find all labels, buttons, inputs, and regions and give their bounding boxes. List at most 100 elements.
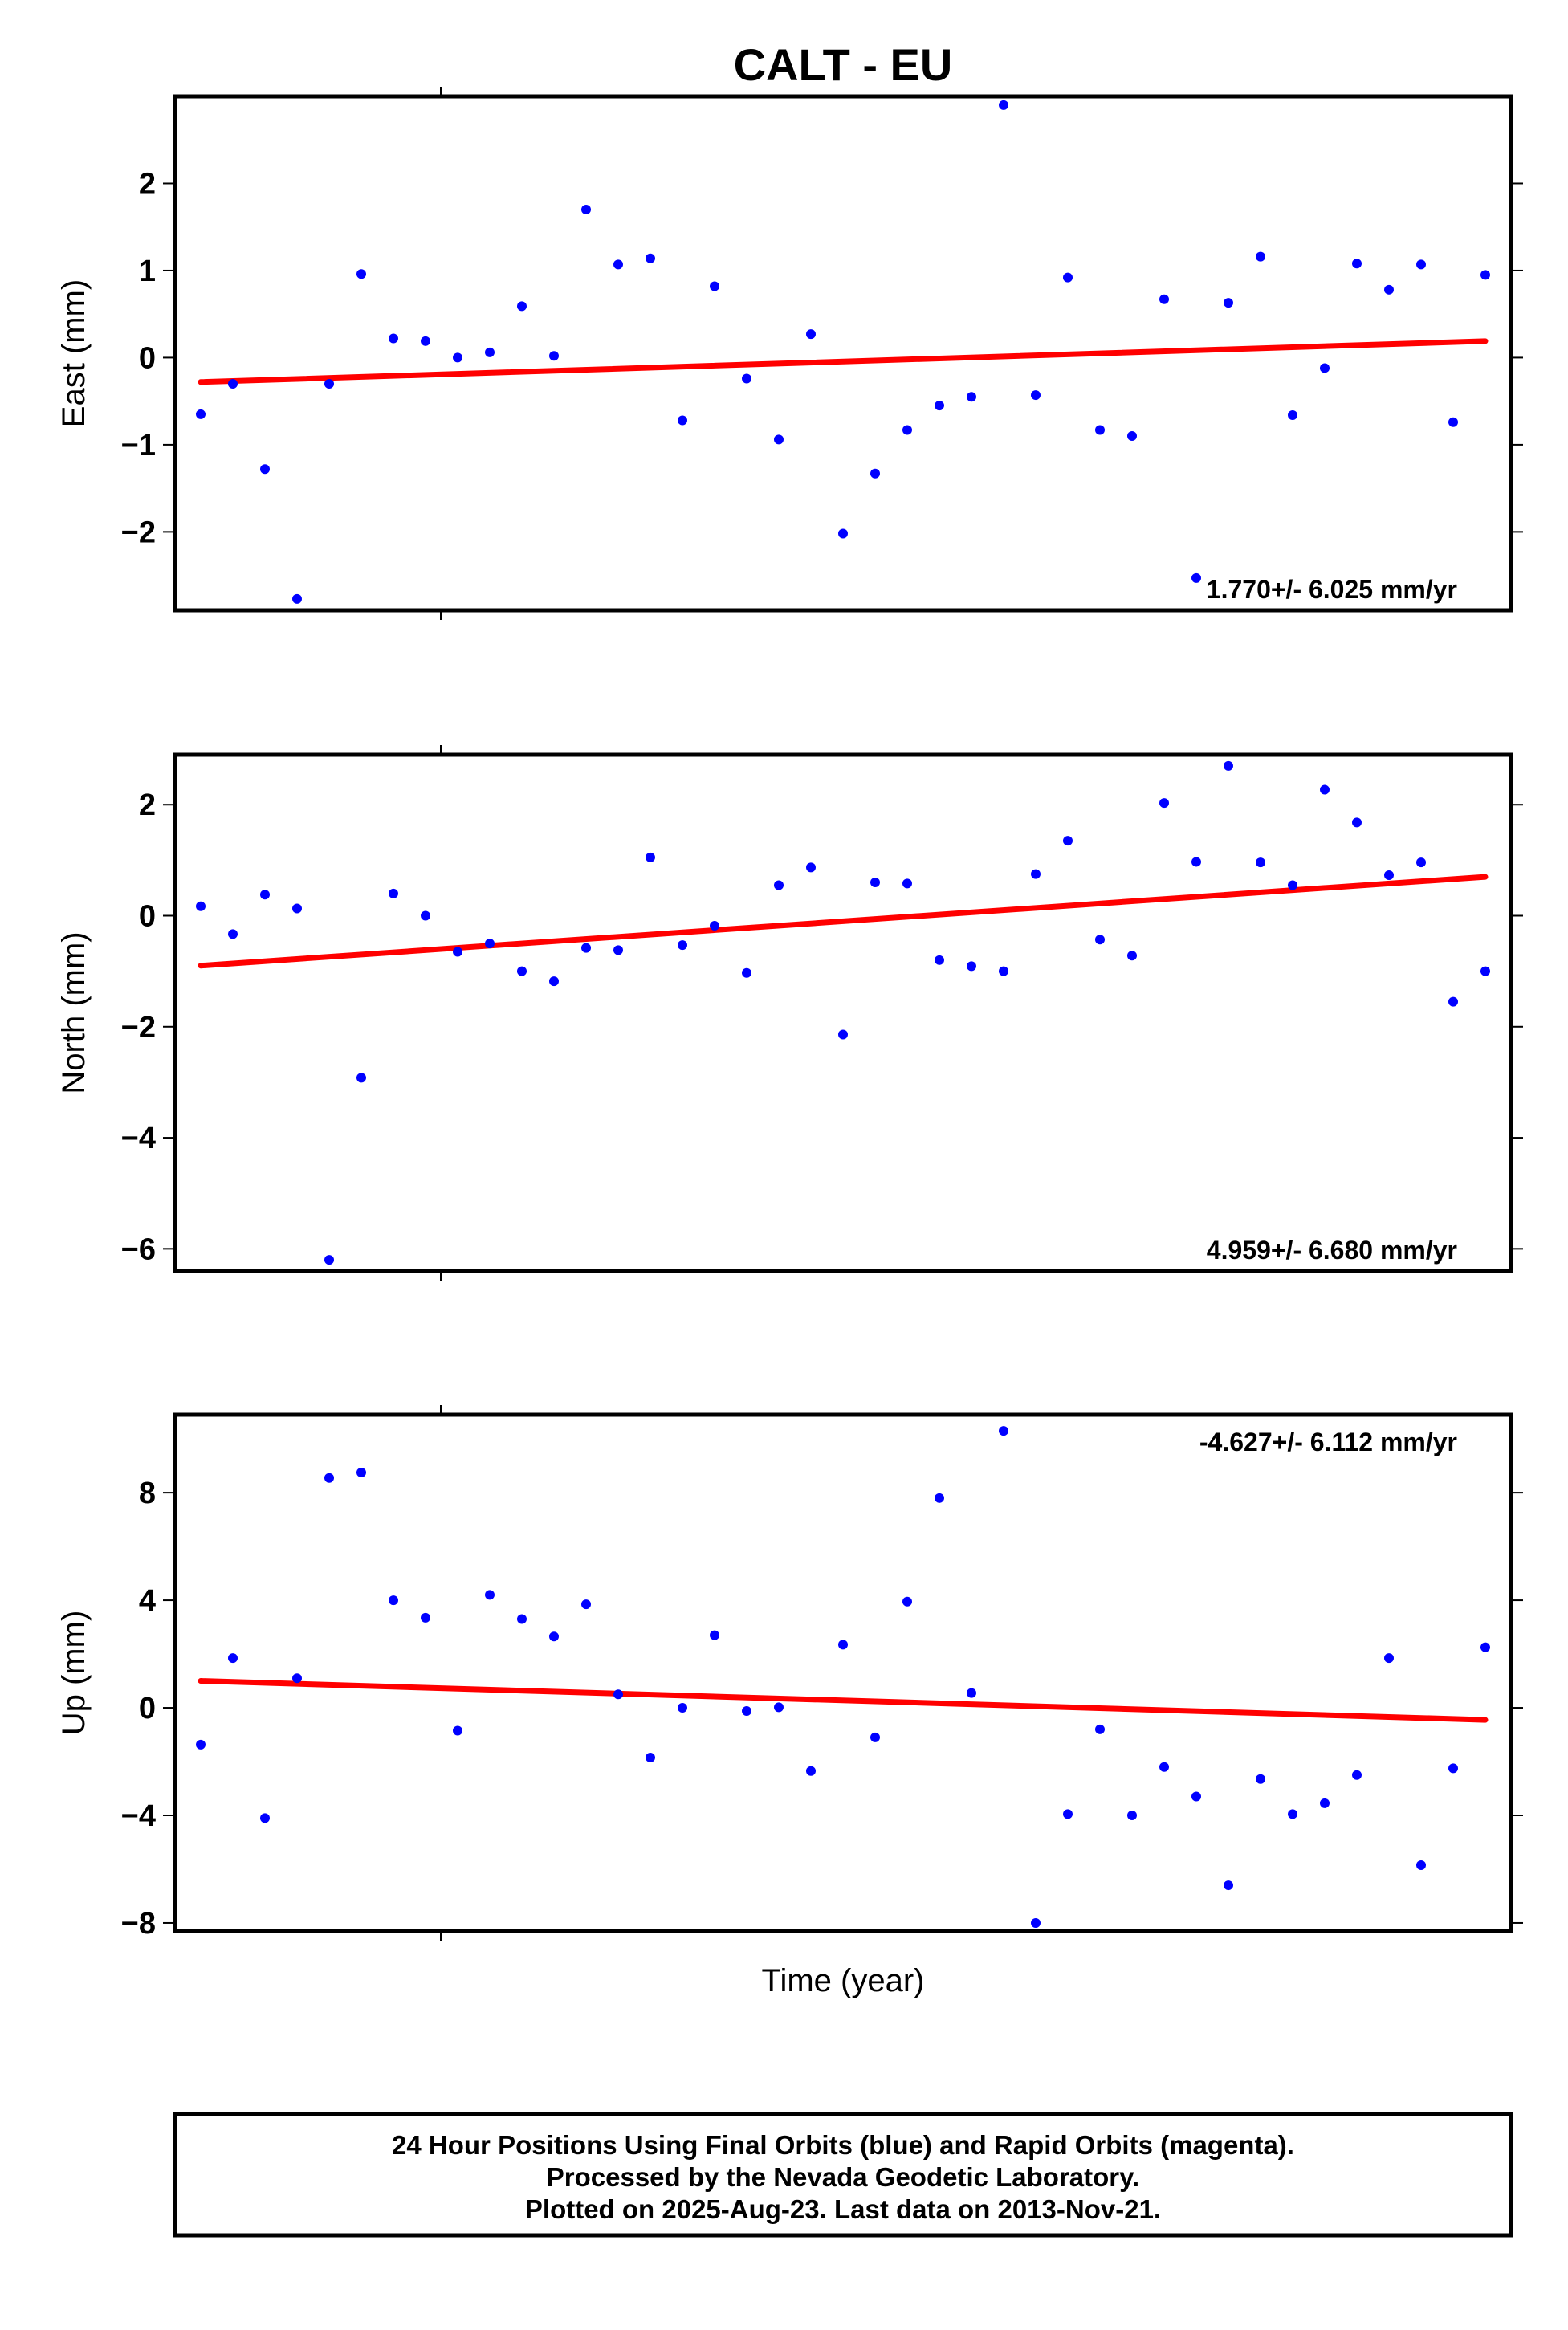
data-point	[678, 415, 687, 426]
data-point	[324, 1473, 334, 1483]
x-axis-label: Time (year)	[762, 1963, 925, 1998]
y-tick-label: −1	[121, 429, 156, 462]
data-point	[967, 1688, 976, 1698]
data-point	[935, 401, 944, 411]
data-point	[1191, 1791, 1201, 1802]
data-point	[356, 1468, 366, 1478]
data-point	[517, 301, 527, 312]
data-point	[356, 1073, 366, 1083]
data-point	[838, 1029, 848, 1040]
y-tick-label: −8	[121, 1907, 156, 1941]
chart-title: CALT - EU	[734, 39, 953, 90]
data-point	[485, 347, 495, 357]
data-point	[1191, 857, 1201, 867]
rate-label-east: 1.770+/- 6.025 mm/yr	[1207, 575, 1457, 604]
plot-frame-north	[173, 752, 1513, 1273]
data-point	[1352, 1770, 1362, 1780]
data-point	[1159, 798, 1169, 809]
data-point	[742, 1706, 751, 1717]
data-point	[613, 1689, 623, 1700]
data-point	[324, 1255, 334, 1265]
data-point	[806, 862, 816, 873]
data-point	[999, 1426, 1008, 1436]
data-point	[1352, 259, 1362, 269]
data-point	[806, 329, 816, 340]
data-point	[1288, 410, 1297, 421]
data-point	[1448, 417, 1458, 427]
data-point	[678, 940, 687, 951]
data-point	[1480, 966, 1490, 976]
data-point	[324, 378, 334, 389]
data-point	[1384, 284, 1394, 295]
y-axis-label-north: North (mm)	[56, 931, 92, 1094]
data-point	[613, 259, 623, 270]
data-point	[1288, 880, 1297, 890]
data-point	[935, 955, 944, 965]
data-point	[1448, 1763, 1458, 1774]
data-point	[1031, 390, 1041, 401]
data-point	[549, 1631, 559, 1642]
data-point	[967, 961, 976, 972]
data-point	[1384, 1653, 1394, 1664]
data-point	[710, 1630, 719, 1640]
data-point	[421, 910, 430, 921]
data-point	[1224, 1880, 1233, 1891]
y-tick-label: −2	[121, 1011, 156, 1045]
data-point	[1320, 1798, 1330, 1808]
trend-line-up	[198, 1678, 1489, 1723]
y-tick-label: 8	[139, 1477, 156, 1510]
data-point	[1256, 1774, 1265, 1784]
data-point	[1256, 251, 1265, 262]
data-point	[1480, 1642, 1490, 1652]
data-point	[1095, 935, 1105, 945]
y-tick-label: 0	[139, 341, 156, 375]
data-point	[1159, 1762, 1169, 1772]
data-point	[710, 281, 719, 291]
data-point	[1384, 870, 1394, 881]
data-point	[292, 1673, 302, 1684]
data-point	[260, 1813, 270, 1823]
data-point	[1416, 259, 1426, 270]
data-point	[806, 1766, 816, 1776]
data-point	[1127, 431, 1137, 442]
data-point	[581, 943, 591, 953]
data-point	[581, 1599, 591, 1610]
data-point	[1224, 760, 1233, 771]
data-point	[356, 269, 366, 279]
data-point	[1224, 298, 1233, 308]
data-point	[1288, 1809, 1297, 1819]
data-point	[1320, 363, 1330, 373]
footer-line-2: Processed by the Nevada Geodetic Laborat…	[547, 2162, 1139, 2192]
data-point	[1063, 1809, 1073, 1819]
data-point	[774, 434, 784, 445]
data-point	[742, 373, 751, 384]
y-tick-label: −4	[121, 1122, 156, 1155]
data-point	[228, 929, 238, 939]
y-tick-label: −2	[121, 515, 156, 549]
data-point	[1063, 836, 1073, 846]
data-point	[710, 920, 719, 931]
data-point	[838, 1640, 848, 1650]
data-point	[999, 100, 1008, 110]
data-point	[421, 1612, 430, 1623]
data-point	[228, 378, 238, 389]
data-point	[1416, 1860, 1426, 1870]
data-point	[581, 205, 591, 215]
data-point	[1191, 572, 1201, 583]
y-tick-label: 1	[139, 255, 156, 288]
data-point	[421, 336, 430, 346]
data-point	[1031, 869, 1041, 879]
data-point	[935, 1493, 944, 1503]
data-point	[902, 425, 912, 435]
data-point	[389, 1595, 398, 1606]
footer-line-3: Plotted on 2025-Aug-23. Last data on 201…	[525, 2194, 1161, 2224]
footer-box	[173, 2112, 1513, 2238]
y-tick-label: 2	[139, 788, 156, 822]
data-point	[228, 1653, 238, 1664]
data-point	[967, 392, 976, 402]
panel-up: 8 4 0 −4 −8 Up (mm) -4.627+/- 6.112 mm/yr	[56, 1405, 1523, 1941]
data-point	[646, 1752, 655, 1762]
panel-east: 2 1 0 −1 −2 East (mm) 1.770+/- 6.025 mm/yr	[56, 87, 1523, 620]
y-tick-label: 2	[139, 167, 156, 201]
data-point	[196, 1739, 206, 1750]
